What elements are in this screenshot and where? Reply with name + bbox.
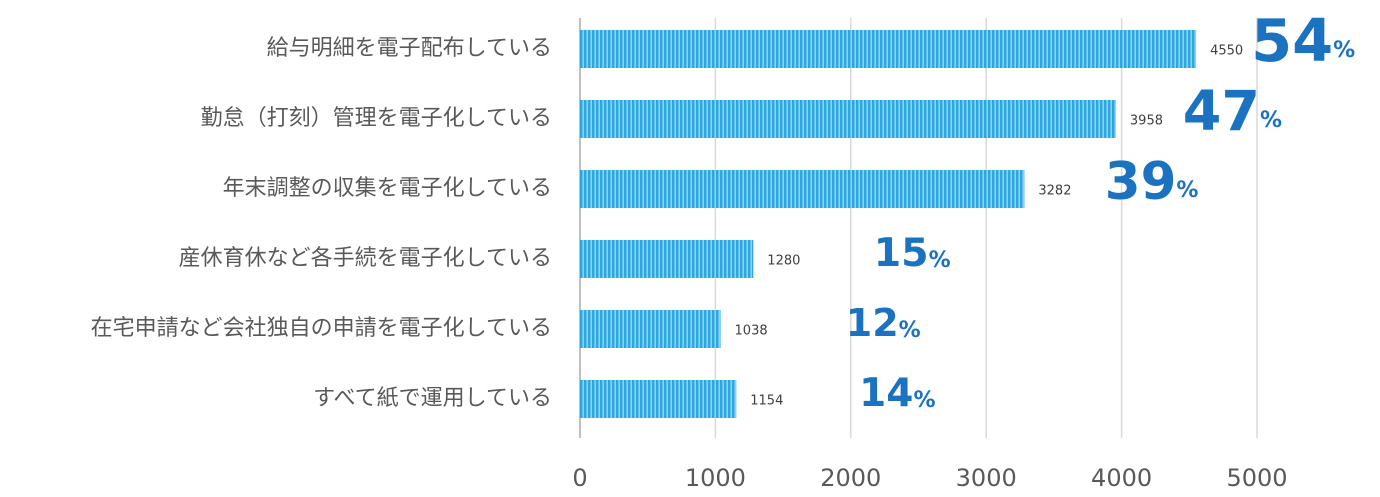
percent-value: 14 [859, 371, 913, 416]
value-label: 1280 [767, 254, 800, 269]
percent-label: 12% [846, 301, 921, 345]
category-label: すべて紙で運用している [313, 386, 552, 411]
percent-sign: % [899, 318, 921, 343]
bar [580, 310, 721, 348]
percent-sign: % [1176, 178, 1198, 203]
percent-value: 12 [846, 301, 899, 345]
percent-label: 47% [1183, 79, 1282, 144]
x-tick-label: 5000 [1226, 464, 1287, 492]
percent-sign: % [1333, 38, 1355, 63]
bar [580, 170, 1025, 208]
percent-value: 47 [1183, 79, 1260, 144]
x-tick-label: 3000 [956, 464, 1017, 492]
percent-label: 15% [874, 230, 951, 276]
x-tick-label: 4000 [1091, 464, 1152, 492]
percent-sign: % [913, 388, 935, 413]
bar [580, 30, 1197, 68]
value-label: 3958 [1130, 114, 1163, 129]
category-label: 給与明細を電子配布している [267, 36, 552, 61]
category-label: 産休育休など各手続を電子化している [179, 246, 552, 271]
category-label: 年末調整の収集を電子化している [223, 176, 552, 201]
category-label: 勤怠（打刻）管理を電子化している [201, 106, 552, 131]
x-tick-label: 1000 [685, 464, 746, 492]
percent-label: 39% [1105, 152, 1199, 212]
percent-label: 54% [1251, 6, 1355, 75]
bar [580, 240, 754, 278]
x-tick-label: 0 [572, 464, 587, 492]
value-label: 1154 [750, 394, 783, 409]
percent-value: 39 [1105, 152, 1177, 212]
bar [580, 380, 737, 418]
percent-value: 15 [874, 230, 929, 276]
value-label: 4550 [1210, 44, 1243, 59]
x-tick-label: 2000 [820, 464, 881, 492]
value-label: 3282 [1038, 184, 1071, 199]
percent-value: 54 [1251, 6, 1333, 75]
value-label: 1038 [735, 324, 768, 339]
percent-sign: % [1260, 108, 1282, 133]
percent-sign: % [929, 248, 951, 273]
category-label: 在宅申請など会社独自の申請を電子化している [91, 316, 552, 341]
bar [580, 100, 1116, 138]
percent-label: 14% [859, 371, 935, 416]
